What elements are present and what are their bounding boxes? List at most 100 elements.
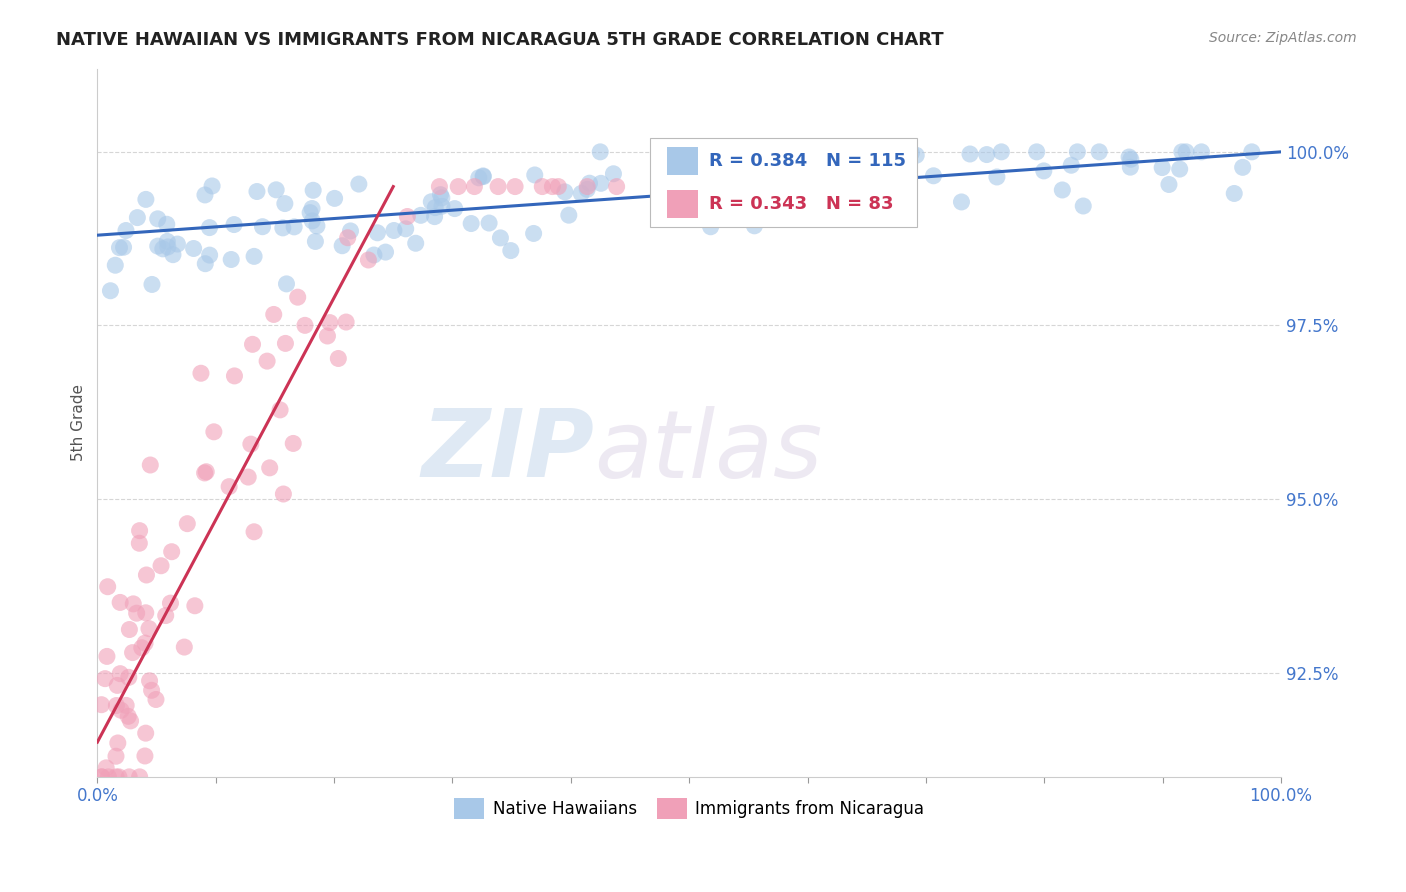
Point [287, 290, 309, 304]
Point [503, 179, 526, 194]
Point [1240, 145, 1263, 159]
Point [382, 223, 405, 237]
Point [198, 248, 221, 262]
Point [420, 194, 443, 209]
Point [486, 179, 509, 194]
Point [1168, 162, 1191, 177]
Point [866, 202, 889, 217]
Point [472, 169, 495, 184]
Point [271, 220, 294, 235]
Text: atlas: atlas [595, 406, 823, 497]
Point [569, 186, 592, 201]
Point [302, 183, 325, 197]
Point [121, 646, 143, 660]
Point [108, 666, 131, 681]
Point [443, 202, 465, 216]
Point [120, 714, 142, 728]
Point [1032, 164, 1054, 178]
Point [166, 237, 188, 252]
Point [1171, 145, 1194, 159]
Point [96, 649, 118, 664]
Point [276, 277, 298, 291]
Point [301, 214, 323, 228]
Point [118, 670, 141, 684]
Point [447, 179, 470, 194]
Point [183, 242, 205, 256]
Point [176, 516, 198, 531]
Point [201, 178, 224, 193]
Point [94, 672, 117, 686]
Point [304, 235, 326, 249]
Point [395, 222, 418, 236]
Point [523, 227, 546, 241]
Point [357, 252, 380, 267]
Point [274, 196, 297, 211]
Point [316, 329, 339, 343]
Point [363, 248, 385, 262]
Text: R = 0.343   N = 83: R = 0.343 N = 83 [709, 195, 893, 213]
Point [264, 183, 287, 197]
Point [146, 211, 169, 226]
Point [274, 336, 297, 351]
Point [139, 458, 162, 472]
Point [330, 238, 353, 252]
Point [131, 640, 153, 655]
Point [799, 202, 821, 216]
Point [405, 236, 427, 251]
Point [202, 425, 225, 439]
Point [112, 240, 135, 254]
Point [141, 683, 163, 698]
Text: ZIP: ZIP [422, 405, 595, 497]
Point [138, 673, 160, 688]
Point [156, 235, 179, 249]
Point [173, 640, 195, 654]
Point [773, 150, 796, 164]
Point [900, 145, 922, 160]
Point [1119, 160, 1142, 174]
Point [283, 436, 305, 450]
Point [146, 239, 169, 253]
Point [339, 224, 361, 238]
Point [156, 217, 179, 231]
Point [531, 179, 554, 194]
Point [134, 748, 156, 763]
Point [115, 698, 138, 713]
Point [1066, 145, 1088, 159]
Point [194, 466, 217, 480]
Point [100, 284, 122, 298]
Point [472, 169, 495, 183]
Point [155, 608, 177, 623]
Point [409, 208, 432, 222]
Point [1088, 145, 1111, 159]
Point [110, 703, 132, 717]
Point [305, 219, 328, 233]
Point [115, 223, 138, 237]
Point [252, 219, 274, 234]
Point [950, 194, 973, 209]
Point [160, 545, 183, 559]
Point [478, 216, 501, 230]
Point [195, 465, 218, 479]
Point [823, 183, 845, 197]
Point [107, 736, 129, 750]
Y-axis label: 5th Grade: 5th Grade [72, 384, 86, 461]
Point [1060, 158, 1083, 172]
Point [122, 597, 145, 611]
Point [336, 231, 359, 245]
Point [347, 177, 370, 191]
Point [1152, 161, 1174, 175]
Point [986, 169, 1008, 184]
Text: Source: ZipAtlas.com: Source: ZipAtlas.com [1209, 31, 1357, 45]
Point [135, 726, 157, 740]
Point [374, 245, 396, 260]
Point [578, 176, 600, 190]
Point [1119, 153, 1142, 167]
Point [666, 196, 689, 211]
Point [869, 174, 891, 188]
Point [1175, 145, 1198, 159]
Point [243, 524, 266, 539]
Point [558, 208, 581, 222]
Point [273, 487, 295, 501]
Point [1071, 199, 1094, 213]
Point [425, 201, 447, 215]
